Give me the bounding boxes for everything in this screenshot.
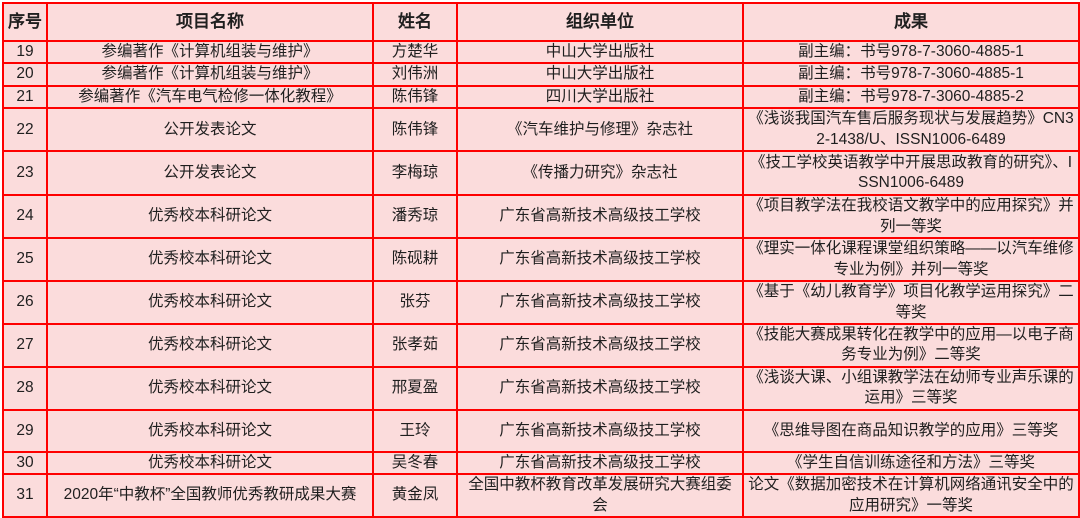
cell-organization: 广东省高新技术高级技工学校 (456, 280, 744, 325)
table-row: 29 优秀校本科研论文 王玲 广东省高新技术高级技工学校 《思维导图在商品知识教… (2, 408, 1080, 453)
cell-organization: 中山大学出版社 (456, 39, 744, 65)
table-row: 19 参编著作《计算机组装与维护》 方楚华 中山大学出版社 副主编：书号978-… (2, 39, 1080, 65)
cell-serial: 26 (2, 280, 48, 325)
column-header-organization: 组织单位 (456, 2, 744, 42)
cell-result: 《理实一体化课程课堂组织策略——以汽车维修专业为例》并列一等奖 (742, 237, 1080, 283)
cell-serial: 25 (2, 237, 48, 283)
cell-project-name: 优秀校本科研论文 (46, 408, 374, 453)
cell-person-name: 方楚华 (372, 39, 458, 65)
cell-project-name: 参编著作《计算机组装与维护》 (46, 39, 374, 65)
cell-result: 《浅谈我国汽车售后服务现状与发展趋势》CN32-1438/U、ISSN1006-… (742, 107, 1080, 153)
cell-organization: 广东省高新技术高级技工学校 (456, 237, 744, 283)
column-header-result: 成果 (742, 2, 1080, 42)
column-header-serial: 序号 (2, 2, 48, 42)
cell-project-name: 优秀校本科研论文 (46, 237, 374, 283)
cell-person-name: 王玲 (372, 408, 458, 453)
cell-person-name: 陈伟锋 (372, 107, 458, 153)
table-row: 24 优秀校本科研论文 潘秀琼 广东省高新技术高级技工学校 《项目教学法在我校语… (2, 194, 1080, 240)
cell-result: 副主编：书号978-7-3060-4885-1 (742, 62, 1080, 87)
cell-organization: 广东省高新技术高级技工学校 (456, 408, 744, 453)
cell-organization: 《传播力研究》杂志社 (456, 150, 744, 197)
cell-organization: 广东省高新技术高级技工学校 (456, 322, 744, 368)
cell-person-name: 黄金凤 (372, 473, 458, 518)
table-row: 26 优秀校本科研论文 张芬 广东省高新技术高级技工学校 《基于《幼儿教育学》项… (2, 280, 1080, 325)
cell-project-name: 优秀校本科研论文 (46, 450, 374, 476)
cell-project-name: 优秀校本科研论文 (46, 194, 374, 240)
cell-organization: 中山大学出版社 (456, 62, 744, 87)
cell-result: 《思维导图在商品知识教学的应用》三等奖 (742, 408, 1080, 453)
table-row: 20 参编著作《计算机组装与维护》 刘伟洲 中山大学出版社 副主编：书号978-… (2, 62, 1080, 87)
cell-project-name: 优秀校本科研论文 (46, 365, 374, 411)
cell-person-name: 邢夏盈 (372, 365, 458, 411)
cell-project-name: 优秀校本科研论文 (46, 280, 374, 325)
cell-organization: 全国中教杯教育改革发展研究大赛组委会 (456, 473, 744, 518)
cell-person-name: 李梅琼 (372, 150, 458, 197)
cell-person-name: 张芬 (372, 280, 458, 325)
cell-person-name: 吴冬春 (372, 450, 458, 476)
cell-result: 副主编：书号978-7-3060-4885-1 (742, 39, 1080, 65)
cell-result: 《学生自信训练途径和方法》三等奖 (742, 450, 1080, 476)
table-row: 31 2020年“中教杯”全国教师优秀教研成果大赛 黄金凤 全国中教杯教育改革发… (2, 473, 1080, 518)
cell-project-name: 公开发表论文 (46, 107, 374, 153)
cell-project-name: 优秀校本科研论文 (46, 322, 374, 368)
cell-serial: 28 (2, 365, 48, 411)
cell-organization: 广东省高新技术高级技工学校 (456, 365, 744, 411)
cell-person-name: 陈砚耕 (372, 237, 458, 283)
cell-person-name: 陈伟锋 (372, 84, 458, 110)
cell-result: 副主编：书号978-7-3060-4885-2 (742, 84, 1080, 110)
cell-result: 《基于《幼儿教育学》项目化教学运用探究》二等奖 (742, 280, 1080, 325)
header-row: 序号 项目名称 姓名 组织单位 成果 (2, 2, 1080, 42)
table-row: 23 公开发表论文 李梅琼 《传播力研究》杂志社 《技工学校英语教学中开展思政教… (2, 150, 1080, 197)
table-row: 21 参编著作《汽车电气检修一体化教程》 陈伟锋 四川大学出版社 副主编：书号9… (2, 84, 1080, 110)
cell-serial: 27 (2, 322, 48, 368)
cell-organization: 广东省高新技术高级技工学校 (456, 450, 744, 476)
cell-serial: 20 (2, 62, 48, 87)
table-row: 25 优秀校本科研论文 陈砚耕 广东省高新技术高级技工学校 《理实一体化课程课堂… (2, 237, 1080, 283)
table-row: 22 公开发表论文 陈伟锋 《汽车维护与修理》杂志社 《浅谈我国汽车售后服务现状… (2, 107, 1080, 153)
column-header-project: 项目名称 (46, 2, 374, 42)
cell-serial: 23 (2, 150, 48, 197)
table-row: 28 优秀校本科研论文 邢夏盈 广东省高新技术高级技工学校 《浅谈大课、小组课教… (2, 365, 1080, 411)
cell-organization: 《汽车维护与修理》杂志社 (456, 107, 744, 153)
cell-serial: 21 (2, 84, 48, 110)
cell-result: 《项目教学法在我校语文教学中的应用探究》并列一等奖 (742, 194, 1080, 240)
table-row: 30 优秀校本科研论文 吴冬春 广东省高新技术高级技工学校 《学生自信训练途径和… (2, 450, 1080, 476)
cell-result: 论文《数据加密技术在计算机网络通讯安全中的应用研究》一等奖 (742, 473, 1080, 518)
cell-organization: 广东省高新技术高级技工学校 (456, 194, 744, 240)
cell-person-name: 潘秀琼 (372, 194, 458, 240)
cell-organization: 四川大学出版社 (456, 84, 744, 110)
cell-result: 《技能大赛成果转化在教学中的应用—以电子商务专业为例》二等奖 (742, 322, 1080, 368)
cell-result: 《技工学校英语教学中开展思政教育的研究》、ISSN1006-6489 (742, 150, 1080, 197)
cell-project-name: 公开发表论文 (46, 150, 374, 197)
cell-project-name: 2020年“中教杯”全国教师优秀教研成果大赛 (46, 473, 374, 518)
cell-person-name: 刘伟洲 (372, 62, 458, 87)
cell-project-name: 参编著作《计算机组装与维护》 (46, 62, 374, 87)
cell-person-name: 张孝茹 (372, 322, 458, 368)
cell-serial: 31 (2, 473, 48, 518)
cell-result: 《浅谈大课、小组课教学法在幼师专业声乐课的运用》三等奖 (742, 365, 1080, 411)
column-header-name: 姓名 (372, 2, 458, 42)
cell-serial: 24 (2, 194, 48, 240)
cell-serial: 19 (2, 39, 48, 65)
cell-serial: 30 (2, 450, 48, 476)
table-row: 27 优秀校本科研论文 张孝茹 广东省高新技术高级技工学校 《技能大赛成果转化在… (2, 322, 1080, 368)
cell-serial: 29 (2, 408, 48, 453)
cell-project-name: 参编著作《汽车电气检修一体化教程》 (46, 84, 374, 110)
cell-serial: 22 (2, 107, 48, 153)
